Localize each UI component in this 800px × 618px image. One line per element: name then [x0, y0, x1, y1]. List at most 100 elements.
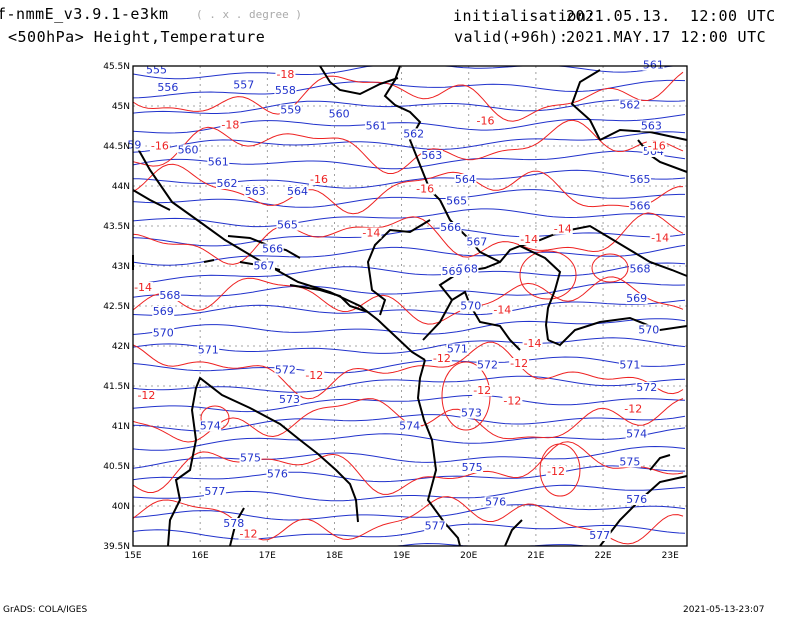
height-label-bg: [625, 428, 648, 440]
height-label: 565: [277, 219, 298, 232]
height-label: 562: [619, 99, 640, 112]
coastline-segment: [599, 475, 688, 547]
height-contour: [132, 65, 685, 80]
temperature-label: -16: [416, 183, 434, 196]
height-contour: [132, 394, 686, 413]
coastline-segment: [383, 65, 441, 201]
temperature-loop: [519, 250, 577, 300]
map-frame: [132, 65, 688, 547]
height-label-bg: [445, 195, 468, 207]
temperature-label: -16: [477, 115, 495, 128]
temperature-label-bg: [133, 282, 154, 293]
height-label-bg: [618, 99, 641, 111]
temperature-loop: [539, 443, 581, 497]
height-label: 573: [461, 407, 482, 420]
temperature-label: -14: [651, 231, 669, 244]
temperature-contour: [132, 212, 684, 265]
temperature-label-bg: [238, 528, 259, 540]
height-label: 573: [279, 393, 300, 406]
height-label-bg: [642, 146, 665, 157]
model-name: f-nmmE_v3.9.1-e3km: [0, 5, 169, 23]
height-label-bg: [440, 266, 463, 277]
lat-label: 40.5N: [103, 462, 130, 472]
height-label: 571: [619, 359, 640, 372]
temperature-label: -12: [510, 357, 528, 370]
lon-label: 17E: [259, 551, 276, 561]
height-label: 565: [446, 195, 467, 208]
height-label: 577: [204, 485, 225, 498]
height-label-bg: [252, 260, 275, 272]
coastline-segment: [319, 65, 399, 96]
lon-label: 23E: [662, 551, 679, 561]
height-contour: [132, 79, 686, 99]
height-label-bg: [459, 300, 482, 312]
lon-label: 18E: [326, 551, 343, 561]
height-label-bg: [456, 263, 479, 275]
temperature-label-bg: [552, 223, 573, 235]
height-label: 556: [157, 81, 178, 94]
height-label-bg: [232, 79, 255, 91]
temperature-label-bg: [623, 403, 644, 415]
height-label: 562: [217, 177, 238, 190]
temperature-label: -12: [503, 395, 521, 408]
height-contour: [132, 131, 686, 153]
height-label: 575: [462, 461, 483, 474]
height-label: 568: [629, 263, 650, 276]
init-value: 2021.05.13. 12:00 UTC: [566, 7, 776, 25]
temperature-label: -14: [362, 227, 380, 240]
temperature-contour: [132, 276, 684, 325]
lon-label: 15E: [124, 551, 141, 561]
height-contour: [132, 299, 686, 317]
temperature-label: -18: [221, 119, 239, 132]
coastline-segment: [203, 259, 215, 263]
temperature-contour: [132, 341, 684, 400]
height-label-bg: [266, 468, 289, 480]
height-label-bg: [640, 120, 663, 132]
temperature-label-bg: [646, 140, 667, 152]
lat-label: 42.5N: [103, 302, 130, 312]
temperature-label-bg: [149, 140, 170, 152]
temperature-label: -16: [151, 139, 169, 152]
height-label-bg: [274, 364, 297, 376]
lon-label: 20E: [460, 551, 477, 561]
height-label-bg: [460, 407, 483, 419]
height-label-bg: [439, 222, 462, 233]
height-label: 570: [638, 323, 659, 336]
height-label-bg: [628, 200, 651, 212]
height-label: 565: [629, 173, 650, 186]
height-label-bg: [274, 85, 297, 97]
coastline-segment: [649, 454, 671, 471]
height-label: 572: [275, 363, 296, 376]
height-label-bg: [618, 456, 641, 468]
height-label: 566: [262, 243, 283, 256]
temperature-label-bg: [472, 385, 493, 397]
temperature-label: -12: [473, 384, 491, 397]
height-contour: [132, 356, 686, 374]
height-label: 576: [267, 467, 288, 480]
lat-label: 41.5N: [103, 382, 130, 392]
temperature-label-bg: [415, 183, 436, 195]
temperature-label-bg: [304, 370, 325, 381]
temperature-label: -12: [433, 352, 451, 365]
temperature-label: -14: [524, 337, 542, 350]
height-label-bg: [398, 420, 421, 432]
height-label: 562: [403, 127, 424, 140]
temperature-label-bg: [361, 227, 382, 239]
coastline-segment: [132, 189, 171, 211]
temperature-label-bg: [650, 232, 671, 244]
valid-label: valid(+96h):: [454, 28, 569, 46]
temperature-label: -14: [493, 303, 511, 316]
temperature-contour: [132, 71, 684, 122]
coastline-segment: [547, 316, 688, 347]
height-label-bg: [123, 139, 146, 151]
height-label-bg: [244, 186, 267, 197]
height-label-bg: [625, 494, 648, 505]
temperature-label-bg: [546, 466, 567, 477]
height-label-bg: [222, 518, 245, 529]
temperature-label: -14: [554, 223, 572, 236]
height-label-bg: [278, 394, 301, 405]
temperature-label: -14: [134, 281, 152, 294]
height-label-bg: [197, 344, 220, 356]
height-label: 569: [441, 265, 462, 278]
